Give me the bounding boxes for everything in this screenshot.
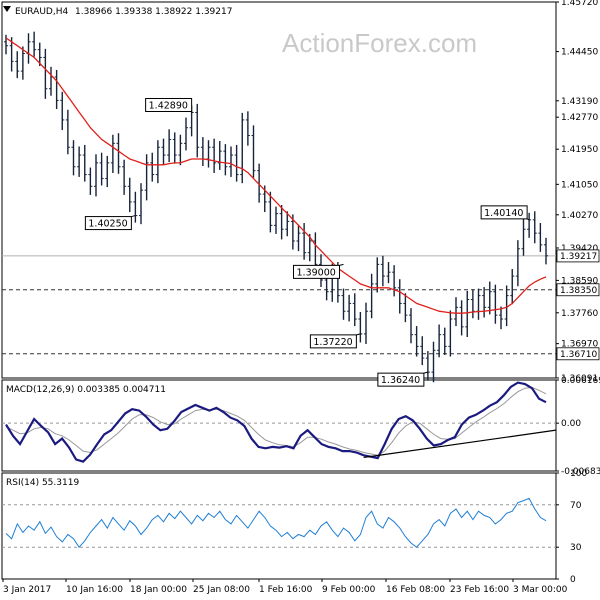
moving-average-line xyxy=(5,37,547,314)
annotation-label: 1.39000 xyxy=(297,267,336,278)
x-tick-label: 9 Feb 00:00 xyxy=(322,585,376,595)
y-tick-label: 1.41950 xyxy=(561,145,598,155)
annotation-box xyxy=(84,216,132,231)
signal-line xyxy=(5,386,547,456)
annotation-leader xyxy=(339,263,344,266)
price-tag-box xyxy=(556,347,600,361)
annotation-label: 1.40140 xyxy=(484,208,523,219)
x-tick-label: 3 Jan 2017 xyxy=(3,585,51,595)
y-tick-label: 1.42770 xyxy=(561,113,598,123)
y-tick-label: 1.45720 xyxy=(561,0,598,8)
annotation-label: 1.36240 xyxy=(381,375,420,386)
y-tick-label: 1.37760 xyxy=(561,309,598,319)
rsi-y-tick-label: 0 xyxy=(570,575,576,585)
y-tick-label: 1.36970 xyxy=(561,340,598,350)
x-tick-label: 10 Jan 16:00 xyxy=(66,585,123,595)
rsi-panel: RSI(14) 55.3119 xyxy=(2,478,556,549)
annotation-box xyxy=(293,264,340,279)
rsi-y-tick-label: 30 xyxy=(570,543,582,553)
macd-trendline xyxy=(363,429,557,459)
panel-frame xyxy=(1,472,557,580)
panel-frame xyxy=(1,1,557,379)
price-panel: 1.42890 1.40250 1.39000 1.37220 1.36240 1.401… xyxy=(2,31,556,387)
price-tag-label: 1.38350 xyxy=(560,286,597,296)
macd-y-tick-label: 0.00 xyxy=(561,419,581,429)
macd-y-tick-label: 0.006169 xyxy=(561,376,600,386)
annotation-label: 1.42890 xyxy=(149,100,188,111)
annotation-box xyxy=(480,205,528,220)
rsi-line xyxy=(5,497,547,549)
y-tick-label: 1.39420 xyxy=(561,244,598,254)
price-tag-label: 1.39217 xyxy=(560,252,597,262)
header-ohlc: 1.38966 1.39338 1.38922 1.39217 xyxy=(75,7,232,17)
y-tick-label: 1.40270 xyxy=(561,211,598,221)
price-tag-box xyxy=(556,283,600,297)
annotation-leader xyxy=(356,333,361,336)
y-tick-label: 1.44450 xyxy=(561,48,598,58)
macd-title: MACD(12,26,9) 0.003385 0.004711 xyxy=(6,385,166,395)
annotation-label: 1.37220 xyxy=(313,337,352,348)
annotation-box xyxy=(145,97,193,112)
y-tick-label: 1.36091 xyxy=(561,374,598,384)
header-symbol: EURAUD,H4 xyxy=(15,7,68,17)
y-tick-label: 1.41050 xyxy=(561,180,598,190)
macd-panel: MACD(12,26,9) 0.003385 0.004711 xyxy=(2,381,557,463)
price-tag-box xyxy=(556,249,600,263)
x-tick-label: 3 Mar 00:00 xyxy=(513,585,568,595)
annotation-leader xyxy=(131,215,136,218)
panel-frames xyxy=(1,1,557,580)
x-tick-label: 25 Jan 08:00 xyxy=(193,585,250,595)
macd-y-tick-label: -0.006838 xyxy=(561,467,600,477)
rsi-y-tick-label: 100 xyxy=(570,469,587,479)
rsi-title: RSI(14) 55.3119 xyxy=(6,478,79,488)
x-tick-label: 23 Feb 16:00 xyxy=(450,585,509,595)
annotation-leader xyxy=(423,371,428,374)
price-tag-label: 1.36710 xyxy=(560,350,597,360)
annotation-label: 1.40250 xyxy=(88,219,127,230)
panel-frame xyxy=(1,379,557,472)
y-tick-label: 1.38590 xyxy=(561,276,598,286)
x-tick-label: 1 Feb 16:00 xyxy=(259,585,313,595)
x-tick-label: 16 Feb 08:00 xyxy=(386,585,445,595)
header-triangle-icon xyxy=(3,6,11,12)
watermark: ActionForex.com xyxy=(282,28,477,58)
y-tick-label: 1.43190 xyxy=(561,97,598,107)
rsi-y-tick-label: 70 xyxy=(570,501,582,511)
annotation-box xyxy=(309,334,357,349)
macd-line xyxy=(5,381,547,463)
x-tick-label: 18 Jan 00:00 xyxy=(130,585,187,595)
annotation-box xyxy=(377,372,425,387)
